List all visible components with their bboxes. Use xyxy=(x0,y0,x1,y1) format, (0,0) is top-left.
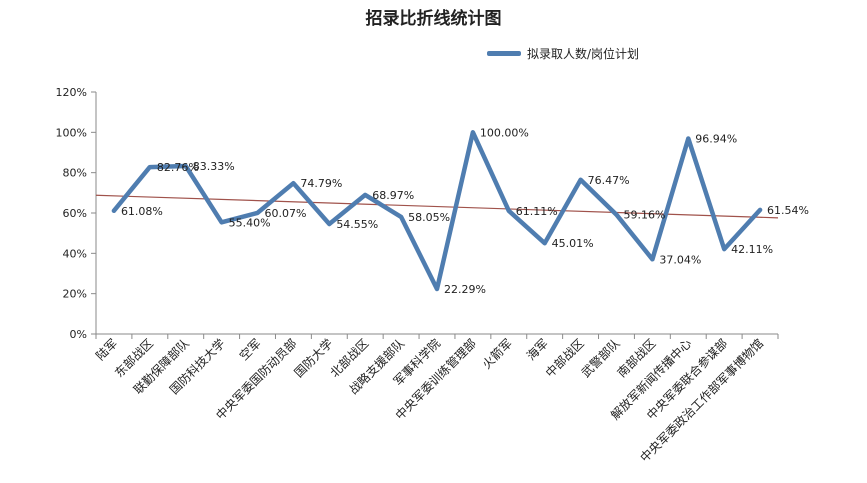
legend-label: 拟录取人数/岗位计划 xyxy=(527,46,640,61)
data-label: 68.97% xyxy=(372,189,414,202)
data-label: 74.79% xyxy=(300,177,342,190)
data-label: 82.76% xyxy=(157,161,199,174)
y-tick-label: 80% xyxy=(63,167,87,180)
x-category-label: 火箭军 xyxy=(479,336,515,372)
x-category-label: 国防大学 xyxy=(291,336,336,381)
data-label: 61.54% xyxy=(767,204,809,217)
data-label: 61.08% xyxy=(121,205,163,218)
series-line xyxy=(111,130,763,292)
y-tick-label: 40% xyxy=(63,247,87,260)
data-label: 59.16% xyxy=(623,209,665,222)
y-tick-label: 60% xyxy=(63,207,87,220)
data-label: 42.11% xyxy=(731,243,773,256)
data-label: 22.29% xyxy=(444,283,486,296)
x-category-label: 海军 xyxy=(523,336,551,364)
legend: 拟录取人数/岗位计划 xyxy=(487,44,639,62)
y-tick-label: 100% xyxy=(56,126,87,139)
data-label: 55.40% xyxy=(229,216,271,229)
x-category-label: 陆军 xyxy=(92,336,120,364)
data-label: 76.47% xyxy=(588,174,630,187)
legend-swatch xyxy=(487,50,521,56)
chart-title: 招录比折线统计图 xyxy=(365,9,502,29)
y-tick-label: 0% xyxy=(70,328,87,341)
data-label: 60.07% xyxy=(265,207,307,220)
data-label: 83.33% xyxy=(193,160,235,173)
data-label: 45.01% xyxy=(552,237,594,250)
data-label: 54.55% xyxy=(336,218,378,231)
data-label: 58.05% xyxy=(408,211,450,224)
y-tick-label: 120% xyxy=(56,86,87,99)
y-tick-label: 20% xyxy=(63,288,87,301)
data-label: 37.04% xyxy=(659,253,701,266)
x-category-label: 中部战区 xyxy=(542,336,587,381)
x-category-label: 武警部队 xyxy=(578,336,623,381)
data-label: 96.94% xyxy=(695,133,737,146)
data-label: 100.00% xyxy=(480,126,529,139)
x-category-label: 空军 xyxy=(237,336,264,363)
data-label: 61.11% xyxy=(516,205,558,218)
